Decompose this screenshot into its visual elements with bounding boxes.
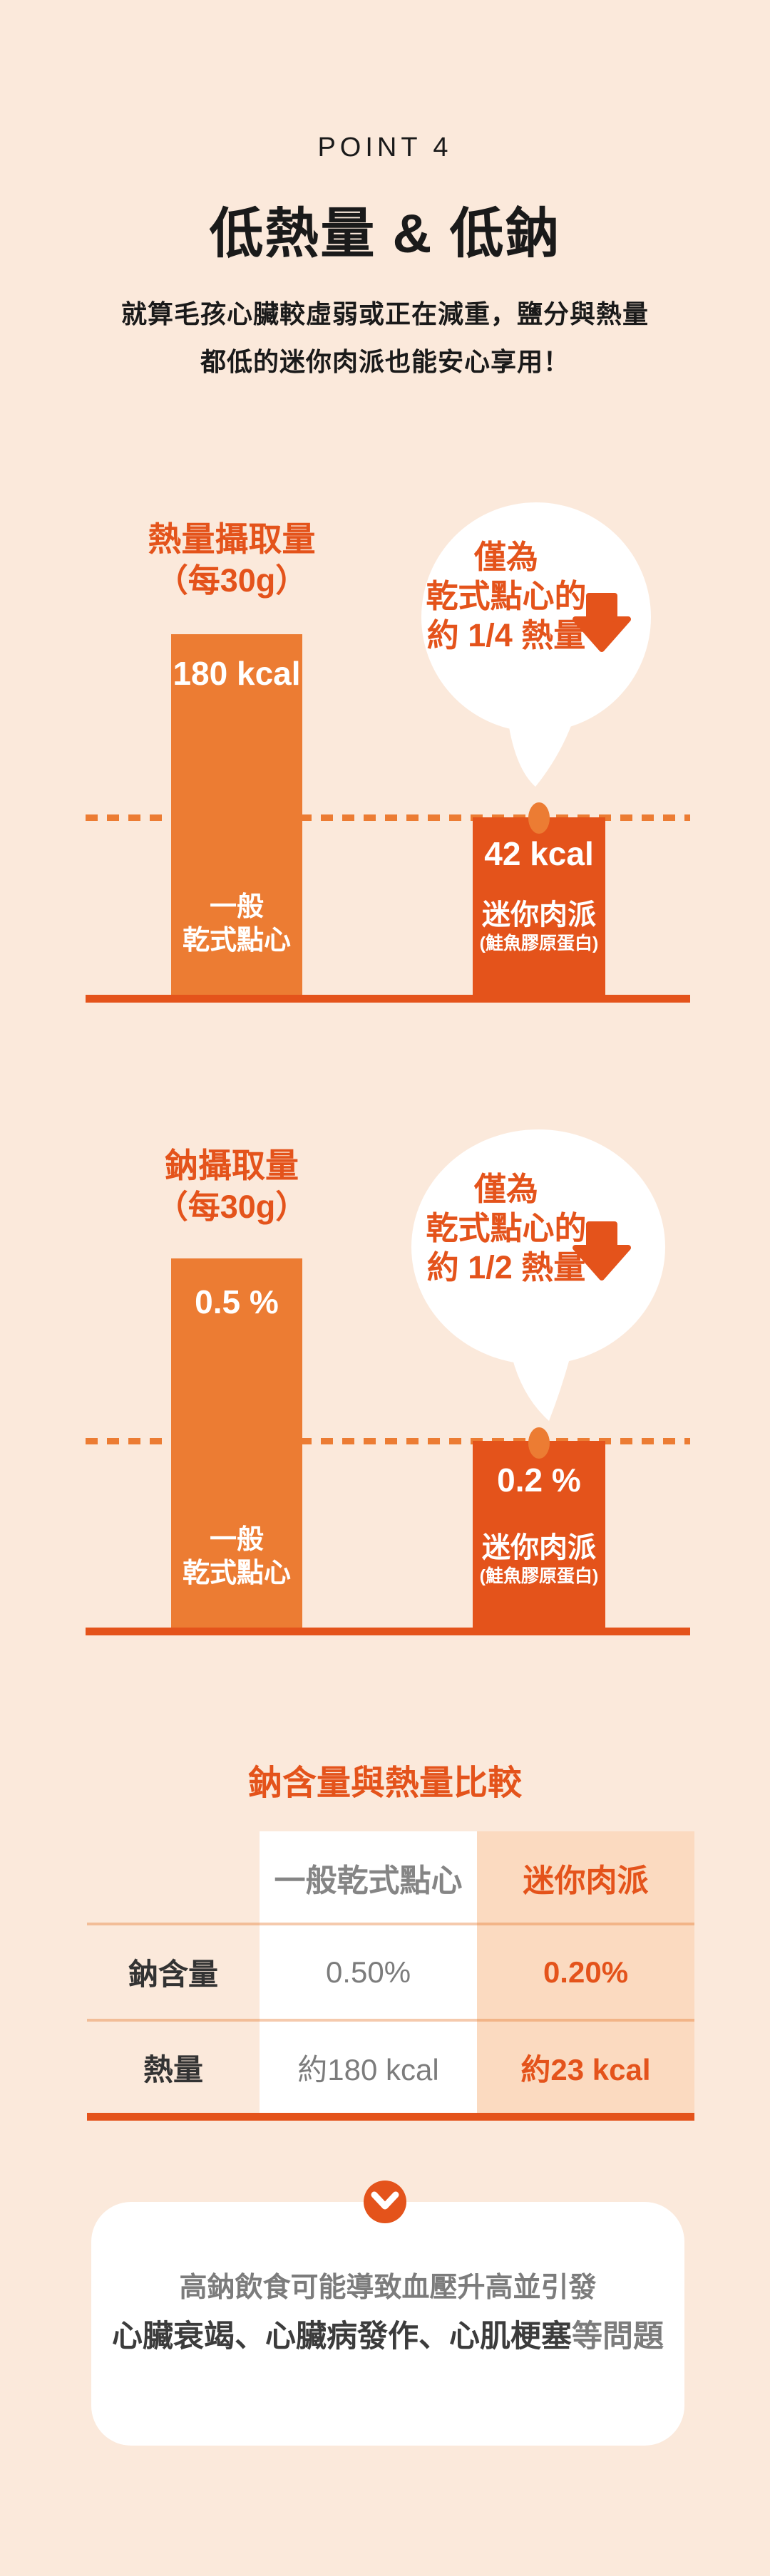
sodium-bar-regular-label: 一般 乾式點心 (171, 1524, 302, 1590)
calorie-bubble-line2: 乾式點心的 (426, 578, 587, 614)
chevron-down-badge (364, 2181, 406, 2223)
calorie-bar-top-dot (528, 802, 550, 834)
calorie-chart-title: 熱量攝取量 （每30g） (82, 519, 381, 601)
calorie-bar-mini-label: 迷你肉派 (鮭魚膠原蛋白) (473, 898, 605, 955)
warning-line-2-rest: 等問題 (572, 2319, 664, 2354)
sodium-bar-regular-label-line1: 一般 (209, 1525, 264, 1555)
warning-line-2-bold: 心臟衰竭、心臟病發作、心肌梗塞 (112, 2319, 572, 2354)
calorie-bar-mini-label-line1: 迷你肉派 (482, 899, 596, 931)
table-row-label-sodium: 鈉含量 (128, 1957, 218, 1991)
calorie-bubble-line1: 僅為 (473, 539, 538, 575)
sodium-down-arrow-icon (573, 1221, 631, 1281)
sodium-reference-dashed-line (86, 1438, 690, 1444)
sodium-bar-regular-snack: 0.5 % 一般 乾式點心 (171, 1258, 302, 1629)
table-column-bg-regular (260, 1831, 477, 2114)
table-row-label-calorie: 熱量 (143, 2052, 203, 2086)
warning-line-1: 高鈉飲食可能導致血壓升高並引發 (179, 2272, 597, 2303)
sodium-bar-mini-meat-pie: 0.2 % 迷你肉派 (鮭魚膠原蛋白) (473, 1441, 605, 1629)
calorie-bar-regular-label-line2: 乾式點心 (182, 926, 291, 956)
calorie-reference-dashed-line (86, 814, 690, 821)
calorie-chart-title-line2: （每30g） (155, 562, 308, 599)
table-header-regular-snack: 一般乾式點心 (274, 1863, 463, 1898)
calorie-chart-baseline (86, 995, 690, 1003)
sodium-bar-mini-label-line2: (鮭魚膠原蛋白) (479, 1566, 599, 1586)
sodium-bubble-circle (411, 1129, 665, 1365)
calorie-chart-title-line1: 熱量攝取量 (148, 520, 316, 558)
sodium-chart-title-line2: （每30g） (155, 1189, 308, 1225)
table-value-calorie-regular: 約180 kcal (297, 2052, 439, 2086)
table-row-divider-1 (87, 1923, 694, 1925)
calorie-bar-mini-meat-pie: 42 kcal 迷你肉派 (鮭魚膠原蛋白) (473, 817, 605, 996)
sodium-bar-mini-label-line1: 迷你肉派 (482, 1532, 596, 1563)
calorie-speech-bubble (421, 502, 651, 787)
page-title: 低熱量 & 低鈉 (209, 204, 561, 264)
table-bottom-rule (87, 2113, 694, 2121)
calorie-bubble-line3: 約 1/4 熱量 (426, 617, 586, 653)
table-corner-cell (87, 1831, 260, 1924)
sodium-warning-note-box: 高鈉飲食可能導致血壓升高並引發 心臟衰竭、心臟病發作、心肌梗塞等問題 (91, 2202, 684, 2446)
sodium-bubble-line2: 乾式點心的 (426, 1210, 587, 1246)
calorie-bubble-circle (421, 502, 651, 732)
chevron-down-icon (371, 2191, 399, 2210)
calorie-bar-mini-value: 42 kcal (484, 835, 594, 872)
sodium-bar-regular-value: 0.5 % (195, 1283, 279, 1320)
table-row-divider-2 (87, 2019, 694, 2022)
sodium-speech-bubble (411, 1129, 665, 1421)
warning-line-2: 心臟衰竭、心臟病發作、心肌梗塞等問題 (91, 2319, 684, 2354)
sodium-bubble-line1: 僅為 (473, 1171, 538, 1207)
sodium-bar-mini-value: 0.2 % (497, 1462, 581, 1499)
point-label: POINT 4 (317, 133, 453, 162)
calorie-bar-mini-label-line2: (鮭魚膠原蛋白) (479, 933, 599, 953)
table-value-calorie-mini: 約23 kcal (520, 2052, 651, 2086)
calorie-bubble-tail (508, 716, 575, 787)
table-header-mini-meat-pie: 迷你肉派 (523, 1863, 649, 1898)
sodium-bar-mini-label: 迷你肉派 (鮭魚膠原蛋白) (473, 1531, 605, 1588)
calorie-down-arrow-icon (573, 593, 631, 652)
comparison-table-title: 鈉含量與熱量比較 (247, 1764, 522, 1802)
sodium-chart-title: 鈉攝取量 （每30g） (82, 1145, 381, 1228)
sodium-bar-top-dot (528, 1427, 550, 1459)
calorie-bubble-text: 僅為 乾式點心的 約 1/4 熱量 (371, 537, 642, 655)
sodium-bubble-text: 僅為 乾式點心的 約 1/2 熱量 (371, 1169, 642, 1287)
sodium-chart-title-line1: 鈉攝取量 (165, 1147, 299, 1184)
calorie-bar-regular-label-line1: 一般 (209, 892, 264, 922)
table-column-bg-mini (477, 1831, 694, 2114)
table-value-sodium-mini: 0.20% (543, 1955, 629, 1989)
sodium-bubble-tail (510, 1351, 572, 1421)
calorie-bar-regular-value: 180 kcal (173, 655, 301, 692)
page-subtitle-line-1: 就算毛孩心臟較虛弱或正在減重，鹽分與熱量 (120, 299, 649, 329)
table-value-sodium-regular: 0.50% (325, 1955, 411, 1989)
sodium-bubble-line3: 約 1/2 熱量 (426, 1249, 586, 1286)
calorie-bar-regular-label: 一般 乾式點心 (171, 891, 302, 958)
comparison-table: 一般乾式點心 迷你肉派 鈉含量 0.50% 0.20% 熱量 約180 kcal… (87, 1831, 694, 2114)
sodium-chart-baseline (86, 1628, 690, 1635)
calorie-bar-regular-snack: 180 kcal 一般 乾式點心 (171, 634, 302, 996)
page-subtitle-line-2: 都低的迷你肉派也能安心享用！ (200, 347, 570, 376)
sodium-bar-regular-label-line2: 乾式點心 (182, 1558, 291, 1588)
